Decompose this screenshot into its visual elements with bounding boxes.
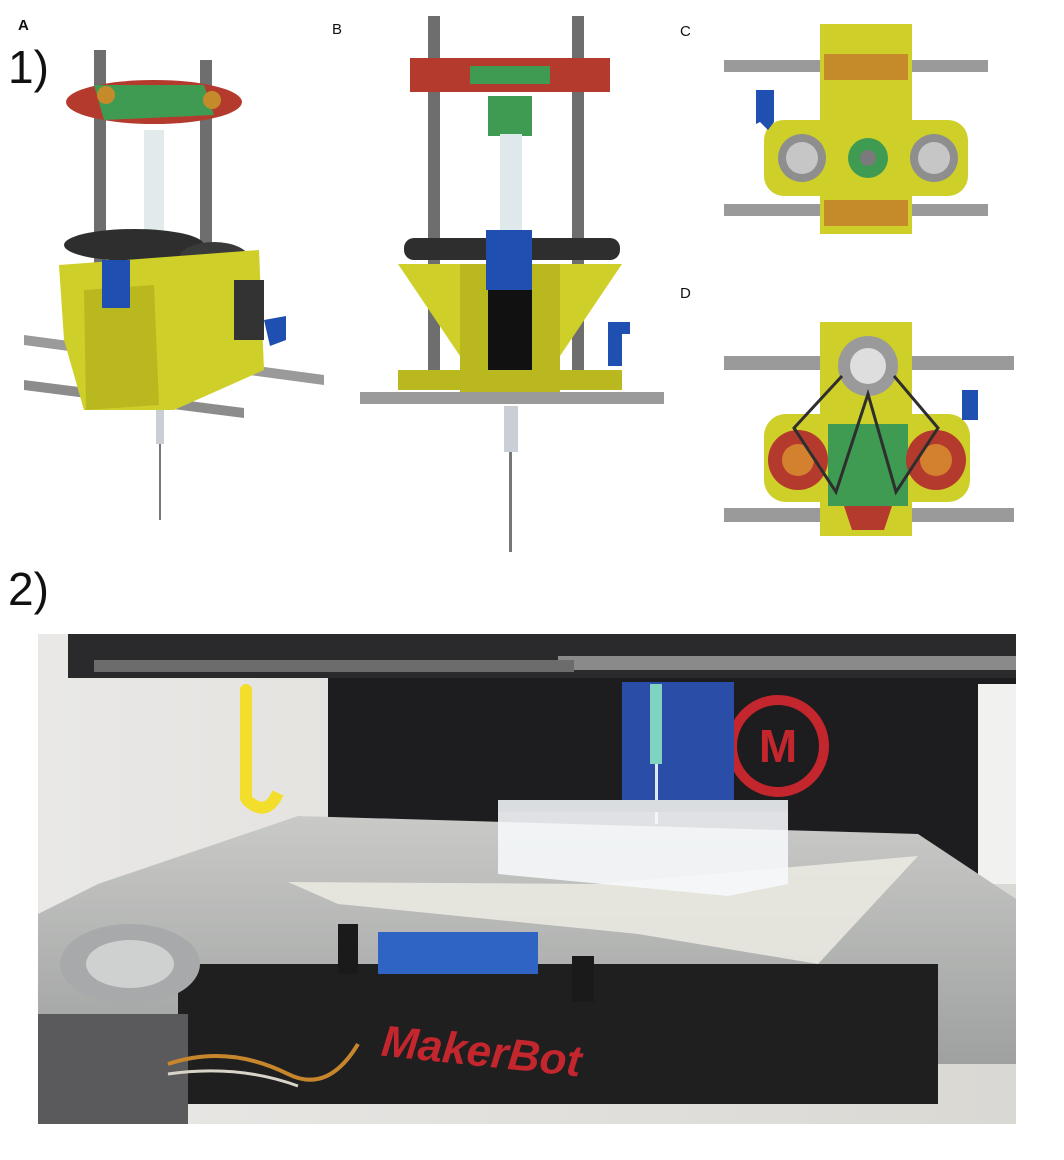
panel-a-label: A — [18, 17, 29, 34]
panel-c-render — [724, 24, 988, 244]
panel-d-label: D — [680, 285, 691, 302]
printer-photo: M MakerBot — [38, 634, 1016, 1124]
part-2-label: 2) — [8, 563, 49, 615]
panel-b-label: B — [332, 21, 343, 38]
panel-c-label: C — [680, 23, 691, 40]
panel-d-render — [724, 316, 1014, 542]
panel-a-render — [24, 40, 324, 520]
svg-text:M: M — [759, 720, 797, 772]
panel-b-render — [360, 16, 664, 552]
part-1-label: 1) — [8, 41, 49, 93]
